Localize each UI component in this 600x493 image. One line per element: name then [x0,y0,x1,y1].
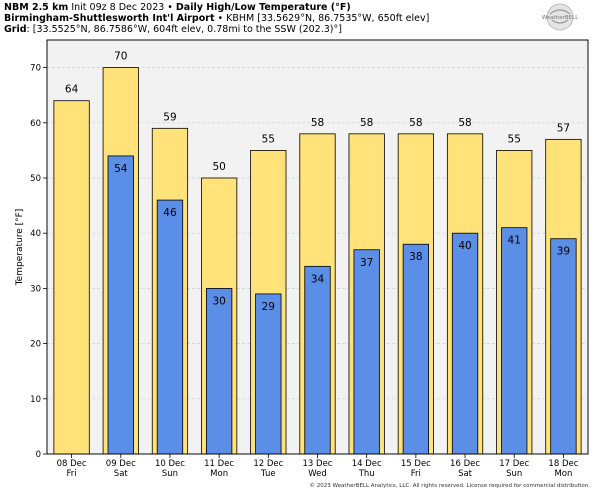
y-tick-label: 30 [30,284,41,294]
x-tick-date: 17 Dec [499,459,529,469]
y-tick-label: 60 [30,119,41,129]
x-tick-date: 11 Dec [204,459,234,469]
x-tick-day: Sat [114,469,129,479]
high-temp-label: 58 [360,117,373,129]
high-temp-label: 58 [409,117,422,129]
low-temp-bar [255,293,282,455]
low-temp-bar [205,287,233,455]
x-tick-day: Sun [506,469,522,479]
plot-frame [46,39,589,455]
x-tick-day: Sat [458,469,473,479]
high-temp-label: 59 [163,111,176,123]
low-temp-label: 30 [212,295,225,307]
x-tick-day: Fri [67,469,77,479]
low-temp-label: 40 [458,240,471,252]
low-temp-bar [107,155,134,455]
high-temp-label: 64 [65,84,79,96]
high-temp-label: 50 [212,161,225,173]
x-tick-date: 12 Dec [253,459,283,469]
x-tick-day: Mon [210,469,228,479]
low-temp-bar [501,227,528,455]
x-tick-date: 08 Dec [57,459,87,469]
low-temp-label: 37 [360,257,373,269]
chart-title: Daily High/Low Temperature (°F) [175,2,351,13]
high-temp-label: 55 [262,133,275,145]
station-name: Birmingham-Shuttlesworth Int'l Airport [4,13,215,24]
y-tick-label: 40 [30,229,41,239]
low-temp-label: 29 [262,301,275,313]
low-temp-bar [402,243,430,455]
x-tick-date: 13 Dec [303,459,333,469]
grid-info: : [33.5525°N, 86.7586°W, 604ft elev, 0.7… [26,24,342,35]
low-temp-bar [353,249,380,455]
high-temp-label: 57 [557,122,570,134]
station-info: • KBHM [33.5629°N, 86.7535°W, 650ft elev… [214,13,430,24]
y-tick-label: 50 [30,174,41,184]
low-temp-bar [451,232,479,455]
x-tick-date: 16 Dec [450,459,480,469]
x-tick-date: 15 Dec [401,459,431,469]
low-temp-label: 38 [409,251,422,263]
x-tick-day: Mon [554,469,572,479]
logo-text: WeatherBELL [542,15,579,21]
x-tick-date: 10 Dec [155,459,185,469]
low-temp-bar [550,238,577,455]
x-tick-date: 14 Dec [352,459,382,469]
model-name: NBM 2.5 km [4,2,69,13]
high-temp-label: 58 [311,117,324,129]
low-temp-bar [156,199,184,455]
high-temp-bar [53,100,90,455]
y-axis-label: Temperature [°F] [15,209,25,287]
high-temp-label: 58 [458,117,471,129]
copyright-notice: © 2023 WeatherBELL Analytics, LLC. All r… [309,483,590,489]
low-temp-label: 39 [557,246,570,258]
init-time: Init 09z 8 Dec 2023 • [68,2,176,13]
x-tick-date: 18 Dec [548,459,578,469]
x-tick-day: Sun [162,469,178,479]
low-temp-label: 54 [114,163,128,175]
x-tick-date: 09 Dec [106,459,136,469]
y-tick-label: 20 [30,340,41,350]
high-temp-label: 70 [114,51,127,63]
low-temp-label: 34 [311,273,325,285]
grid-label: Grid [4,24,27,35]
weatherbell-logo: WeatherBELL [542,3,579,31]
y-tick-label: 0 [36,450,41,460]
y-tick-label: 10 [30,395,41,405]
x-tick-day: Wed [308,469,327,479]
x-tick-day: Tue [260,469,276,479]
low-temp-bar [304,265,331,455]
header-line-grid: Grid: [33.5525°N, 86.7586°W, 604ft elev,… [4,24,342,35]
low-temp-label: 46 [163,207,177,219]
high-temp-label: 55 [508,133,521,145]
header-line-model: NBM 2.5 km Init 09z 8 Dec 2023 • Daily H… [4,2,351,13]
header-line-station: Birmingham-Shuttlesworth Int'l Airport •… [4,13,429,24]
x-tick-day: Thu [358,469,375,479]
low-temp-label: 41 [508,235,521,247]
y-tick-label: 70 [30,64,41,74]
x-tick-day: Fri [411,469,421,479]
